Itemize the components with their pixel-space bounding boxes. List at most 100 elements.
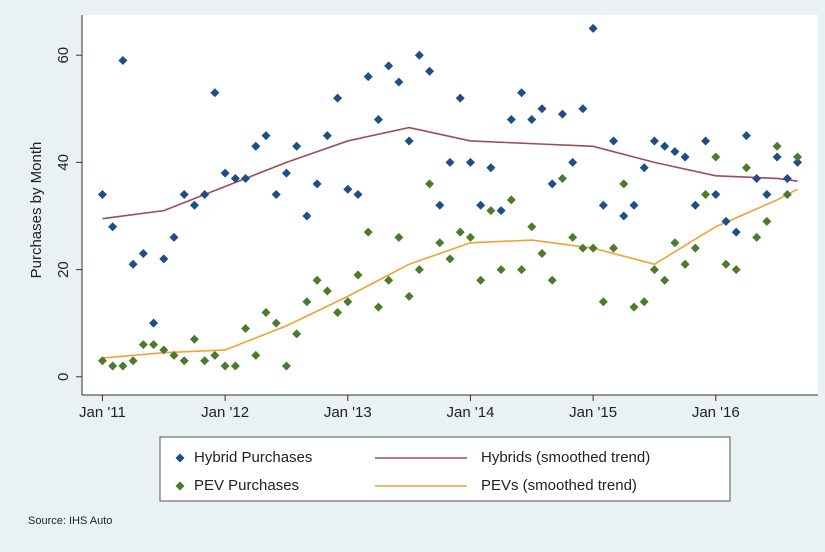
point (701, 136, 711, 146)
point (772, 152, 782, 162)
point (752, 173, 762, 183)
point (343, 184, 353, 194)
point (762, 216, 772, 226)
point (200, 356, 210, 366)
point (527, 222, 537, 232)
point (414, 50, 424, 60)
y-tick-label: 40 (55, 154, 72, 171)
point (108, 361, 118, 371)
point (179, 356, 189, 366)
y-axis-label: Purchases by Month (28, 142, 45, 279)
point (465, 232, 475, 242)
point (251, 350, 261, 360)
point (220, 168, 230, 178)
point (752, 232, 762, 242)
legend-label: Hybrids (smoothed trend) (481, 449, 650, 466)
point (281, 168, 291, 178)
point (425, 66, 435, 76)
point (588, 243, 598, 253)
point (435, 238, 445, 248)
point (363, 72, 373, 82)
legend-marker (175, 453, 185, 463)
point (741, 131, 751, 141)
point (517, 88, 527, 98)
legend-label: Hybrid Purchases (194, 449, 312, 466)
point (271, 190, 281, 200)
point (496, 265, 506, 275)
point (97, 190, 107, 200)
point (138, 249, 148, 259)
point (404, 136, 414, 146)
point (159, 254, 169, 264)
point (118, 56, 128, 66)
point (394, 77, 404, 87)
point (322, 131, 332, 141)
point (97, 356, 107, 366)
point (220, 361, 230, 371)
point (619, 179, 629, 189)
legend-label: PEVs (smoothed trend) (481, 477, 637, 494)
point (557, 173, 567, 183)
point (384, 275, 394, 285)
point (353, 190, 363, 200)
point (782, 173, 792, 183)
point (425, 179, 435, 189)
point (138, 340, 148, 350)
point (486, 163, 496, 173)
trend-line (102, 188, 798, 359)
point (322, 286, 332, 296)
point (721, 259, 731, 269)
point (649, 265, 659, 275)
point (486, 206, 496, 216)
point (690, 200, 700, 210)
point (261, 131, 271, 141)
point (598, 200, 608, 210)
point (292, 141, 302, 151)
point (189, 334, 199, 344)
point (159, 345, 169, 355)
x-tick-label: Jan '14 (446, 404, 494, 421)
point (343, 297, 353, 307)
point (588, 23, 598, 33)
point (363, 227, 373, 237)
point (639, 163, 649, 173)
point (762, 190, 772, 200)
point (793, 157, 803, 167)
point (118, 361, 128, 371)
point (149, 318, 159, 328)
point (527, 115, 537, 125)
point (721, 216, 731, 226)
point (179, 190, 189, 200)
point (149, 340, 159, 350)
point (292, 329, 302, 339)
point (598, 297, 608, 307)
point (251, 141, 261, 151)
point (701, 190, 711, 200)
point (619, 211, 629, 221)
point (210, 350, 220, 360)
x-tick-label: Jan '15 (569, 404, 617, 421)
point (476, 275, 486, 285)
point (568, 232, 578, 242)
x-tick-label: Jan '13 (324, 404, 372, 421)
point (241, 324, 251, 334)
point (670, 147, 680, 157)
point (568, 157, 578, 167)
point (455, 227, 465, 237)
point (680, 152, 690, 162)
point (496, 206, 506, 216)
point (169, 350, 179, 360)
point (404, 291, 414, 301)
point (639, 297, 649, 307)
y-tick-label: 60 (55, 47, 72, 64)
point (629, 302, 639, 312)
y-tick-label: 0 (55, 373, 72, 381)
point (711, 152, 721, 162)
point (537, 104, 547, 114)
point (731, 265, 741, 275)
trend-line (102, 126, 798, 220)
point (230, 173, 240, 183)
point (660, 141, 670, 151)
point (793, 152, 803, 162)
